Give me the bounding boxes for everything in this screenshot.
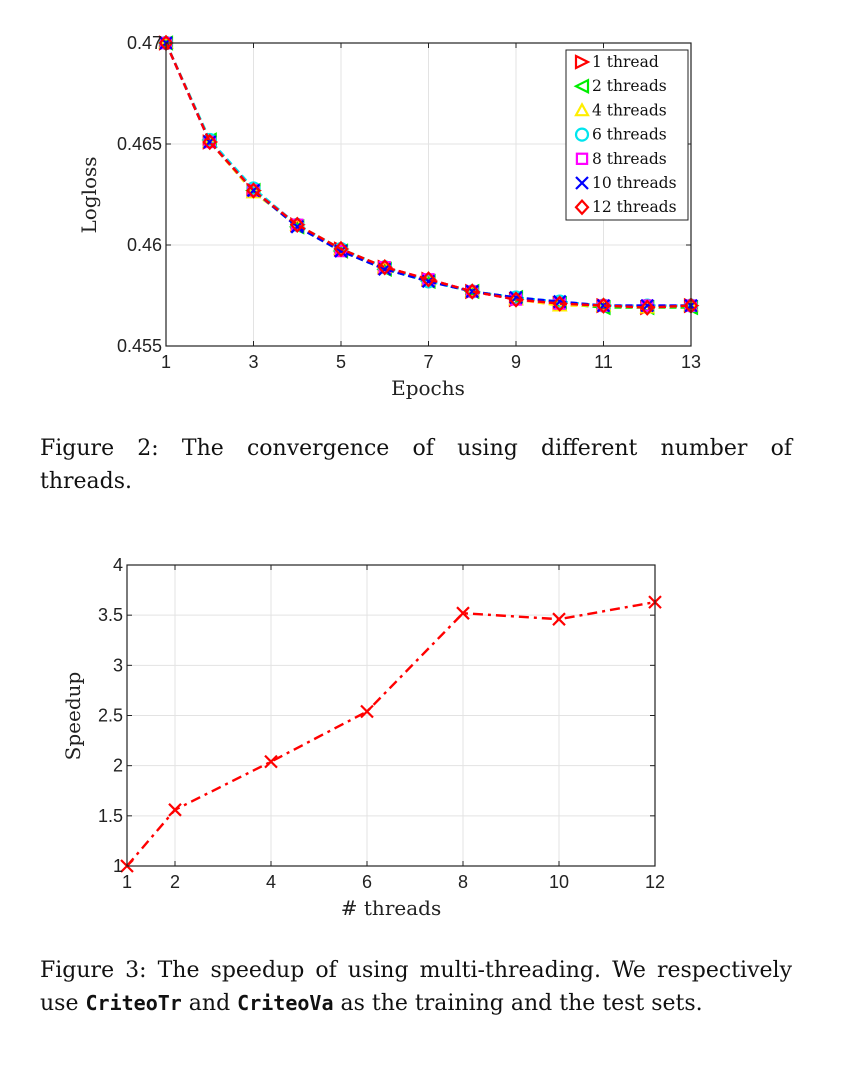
legend-marker (575, 152, 589, 165)
y-tick-label: 0.455 (117, 336, 162, 356)
data-point (552, 295, 568, 312)
grid-lines (126, 564, 656, 867)
data-point (264, 754, 278, 769)
x-tick-label: 2 (170, 872, 180, 892)
x-tick-label: 3 (248, 352, 258, 372)
figure-2-caption: Figure 2: The convergence of using diffe… (40, 436, 792, 494)
dataset-name-train: CriteoTr (85, 991, 182, 1015)
legend-entry: 4 threads (574, 101, 667, 119)
data-point (456, 606, 470, 620)
caption-text: and (181, 991, 238, 1016)
legend-label: 4 threads (592, 101, 667, 119)
series-group (157, 34, 700, 316)
x-axis-label: Epochs (391, 376, 465, 400)
x-tick-label: 10 (549, 872, 569, 892)
x-tick-label: 13 (681, 352, 701, 372)
data-point (464, 283, 480, 300)
data-point (202, 133, 218, 151)
data-point (552, 612, 566, 626)
data-point (168, 803, 182, 817)
data-point (596, 298, 611, 313)
series-line (164, 42, 691, 309)
legend-marker (574, 102, 590, 117)
legend-label: 1 thread (592, 53, 659, 71)
legend-label: 12 threads (592, 198, 677, 216)
data-point (465, 284, 480, 299)
series-line (126, 600, 656, 867)
dataset-name-test: CriteoVa (237, 991, 334, 1015)
x-tick-label: 7 (423, 352, 433, 372)
plot-frame (165, 42, 692, 347)
x-tick-label: 6 (362, 872, 372, 892)
y-tick-label: 3 (113, 655, 123, 675)
y-tick-label: 0.47 (127, 33, 162, 53)
legend-marker (574, 127, 590, 142)
legend-label: 8 threads (592, 150, 667, 168)
y-tick-label: 3.5 (98, 605, 123, 625)
y-tick-label: 4 (113, 555, 123, 575)
x-tick-label: 12 (645, 872, 665, 892)
legend-entry: 12 threads (574, 198, 677, 216)
x-tick-label: 5 (336, 352, 346, 372)
y-tick-label: 1 (113, 856, 123, 876)
data-point (508, 291, 524, 308)
data-point (246, 182, 261, 199)
legend-box (565, 49, 689, 221)
plot-frame (126, 564, 656, 867)
data-point (360, 704, 374, 719)
x-tick-label: 11 (594, 352, 613, 372)
series-line (164, 42, 691, 307)
x-tick-label: 4 (266, 872, 276, 892)
legend-marker (575, 176, 589, 190)
series-1 (120, 595, 662, 873)
x-tick-label: 1 (122, 872, 132, 892)
data-point (333, 240, 349, 258)
figure-3-caption: Figure 3: The speedup of using multi-thr… (40, 954, 792, 1020)
x-tick-label: 8 (458, 872, 468, 892)
legend-entry: 6 threads (574, 126, 667, 144)
y-tick-label: 2 (113, 756, 123, 776)
legend-marker (574, 198, 590, 216)
y-tick-label: 2.5 (98, 706, 123, 726)
data-point (289, 216, 305, 234)
y-axis-label: Speedup (61, 672, 85, 761)
legend-entry: 10 threads (575, 174, 677, 192)
legend-marker (573, 78, 590, 94)
legend-entry: 2 threads (573, 77, 667, 95)
legend: 1 thread 2 threads 4 threads 6 threads 8 thr… (565, 49, 689, 221)
x-tick-label: 9 (511, 352, 521, 372)
legend-label: 2 threads (592, 77, 667, 95)
legend-marker (574, 54, 591, 70)
data-point (596, 297, 611, 314)
data-point (421, 271, 436, 288)
legend-entry: 8 threads (575, 150, 667, 168)
y-tick-label: 0.46 (127, 235, 162, 255)
legend-label: 10 threads (592, 174, 677, 192)
caption-text: as the training and the test sets. (333, 991, 703, 1016)
legend-entry: 1 thread (574, 53, 659, 71)
x-tick-label: 1 (161, 352, 171, 372)
y-tick-label: 0.465 (117, 134, 162, 154)
data-point (377, 258, 393, 276)
x-axis-label: # threads (341, 896, 441, 920)
series-group (120, 595, 662, 873)
legend-label: 6 threads (592, 126, 667, 144)
caption-text: Figure 3: The speedup of using multi-thr… (40, 958, 792, 1016)
data-point (639, 299, 655, 316)
y-axis-label: Logloss (77, 156, 101, 233)
y-tick-label: 1.5 (98, 806, 123, 826)
